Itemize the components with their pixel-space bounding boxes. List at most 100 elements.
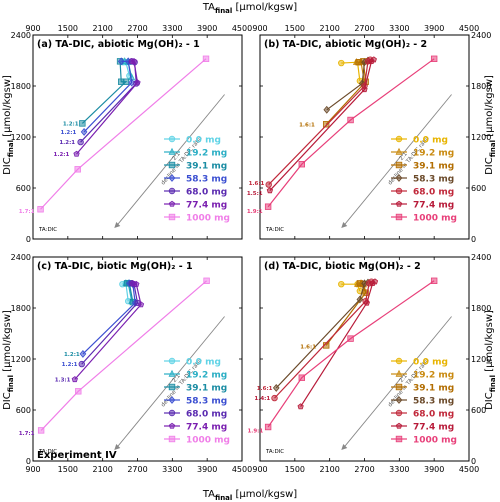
- legend-entry: 0.0 mg: [186, 358, 221, 368]
- legend: 0.0 mg 19.2 mg 39.1 mg 58.3 mg 68.0 mg 77.4 m…: [164, 136, 230, 224]
- legend-marker: [168, 135, 176, 143]
- legend-entry: 58.3 mg: [413, 175, 454, 185]
- legend-entry: 39.1 mg: [413, 162, 454, 172]
- y-tick-label: 0: [26, 235, 31, 244]
- series-line: [268, 59, 371, 186]
- x-tick-label: 3300: [389, 465, 409, 474]
- data-point: [71, 376, 78, 383]
- data-point: [264, 203, 272, 210]
- y-tick-label: 2400: [11, 253, 31, 262]
- x-tick-label: 3900: [197, 24, 217, 33]
- legend-marker: [395, 213, 403, 221]
- data-point: [37, 206, 44, 213]
- ratio-arrow: [343, 94, 452, 226]
- legend-entry: 1000 mg: [413, 214, 457, 224]
- left-axis-label-bottom: DICfinal [µmol/kgsw]: [2, 310, 15, 410]
- data-point: [271, 394, 278, 402]
- ratio-label: 1.2:1: [61, 130, 77, 136]
- y-tick-label: 600: [471, 406, 486, 415]
- legend-entry: 0.0 mg: [186, 136, 221, 146]
- x-tick-label: 3900: [197, 465, 217, 474]
- bottom-axis-label: TAfinal [µmol/kgsw]: [202, 489, 297, 502]
- data-point: [134, 79, 141, 86]
- ta-dic-note: TA:DIC: [38, 227, 57, 233]
- ratio-arrow-label: 2:1: [399, 373, 409, 384]
- legend-marker: [168, 357, 176, 365]
- data-point: [272, 383, 280, 392]
- ratio-arrow-head: [341, 221, 348, 228]
- legend: 0.0 mg 19.2 mg 39.1 mg 58.3 mg 68.0 mg 77.4 m…: [391, 358, 457, 446]
- data-point: [266, 187, 274, 194]
- legend-entry: 0.0 mg: [413, 358, 448, 368]
- legend-entry: 77.4 mg: [186, 201, 227, 211]
- series-77-4-mg: [73, 58, 141, 157]
- x-tick-label: 3300: [162, 24, 182, 33]
- data-point: [356, 295, 364, 304]
- data-point: [323, 105, 331, 114]
- series-58-3-mg: [80, 57, 136, 136]
- y-tick-label: 2400: [471, 253, 491, 262]
- ratio-arrow: [116, 94, 225, 226]
- y-tick-label: 1200: [471, 133, 491, 142]
- data-point: [347, 335, 354, 342]
- series-line: [81, 61, 128, 124]
- legend-marker: [168, 369, 176, 377]
- data-point: [78, 360, 85, 368]
- data-point: [80, 127, 88, 136]
- x-tick-label: 900: [25, 24, 40, 33]
- x-tick-label: 4500: [232, 465, 252, 474]
- panel-c: 900 1500 2100 2700 3300 3900 4500 0 600 1200 1800 2…: [11, 253, 253, 474]
- data-point: [130, 58, 138, 65]
- x-tick-label: 2700: [354, 24, 374, 33]
- legend-entry: 19.2 mg: [186, 149, 227, 159]
- ratio-label: 1.6:1: [300, 344, 316, 350]
- y-tick-label: 0: [471, 235, 476, 244]
- y-tick-label: 1200: [11, 133, 31, 142]
- x-tick-label: 1500: [285, 465, 305, 474]
- legend-entry: 77.4 mg: [413, 423, 454, 433]
- y-tick-label: 1800: [471, 82, 491, 91]
- legend-marker: [168, 435, 176, 443]
- data-point: [368, 58, 375, 65]
- ratio-label: 1.9:1: [247, 209, 263, 215]
- legend-entry: 1000 mg: [186, 436, 230, 446]
- y-tick-label: 0: [26, 457, 31, 466]
- x-tick-label: 4500: [232, 24, 252, 33]
- legend-entry: 58.3 mg: [186, 397, 227, 407]
- legend-marker: [168, 174, 176, 182]
- ratio-arrow-label: 2:1: [399, 151, 409, 162]
- legend-marker: [395, 187, 403, 195]
- legend-marker: [168, 422, 176, 429]
- ratio-label: 1.6:1: [257, 386, 273, 392]
- x-tick-label: 3900: [424, 465, 444, 474]
- data-point: [338, 281, 345, 288]
- legend-marker: [395, 135, 403, 143]
- legend-entry: 68.0 mg: [186, 188, 227, 198]
- data-point: [298, 160, 305, 168]
- ratio-arrow-label: 2:1: [172, 373, 182, 384]
- data-point: [430, 277, 438, 284]
- legend-marker: [168, 187, 176, 195]
- x-tick-label: 2100: [319, 465, 339, 474]
- x-tick-label: 1500: [285, 24, 305, 33]
- ratio-label: 1.5:1: [247, 191, 263, 197]
- series-77-4-mg: [297, 278, 379, 410]
- legend-marker: [168, 147, 176, 155]
- legend-marker: [395, 369, 403, 377]
- series-1000-mg: [264, 55, 438, 210]
- ratio-label: 1.4:1: [254, 396, 270, 402]
- ratio-arrow-label: 2:1: [172, 151, 182, 162]
- panel-title: (c) TA-DIC, biotic Mg(OH)₂ - 1: [37, 261, 193, 272]
- x-tick-label: 3300: [389, 24, 409, 33]
- legend-entry: 68.0 mg: [413, 188, 454, 198]
- x-tick-label: 2700: [127, 465, 147, 474]
- data-point: [77, 138, 84, 146]
- left-axis-label-top: DICfinal [µmol/kgsw]: [2, 75, 15, 175]
- y-tick-label: 600: [471, 184, 486, 193]
- data-point: [202, 55, 210, 62]
- data-point: [137, 301, 145, 308]
- right-axis-label-bottom: DICfinal [µmol/kgsw]: [484, 310, 497, 410]
- data-point: [297, 403, 304, 410]
- ta-dic-note: TA:DIC: [265, 449, 284, 455]
- panel-b: 900 1500 2100 2700 3300 3900 4500 0 600 1200 1800 2…: [247, 24, 491, 244]
